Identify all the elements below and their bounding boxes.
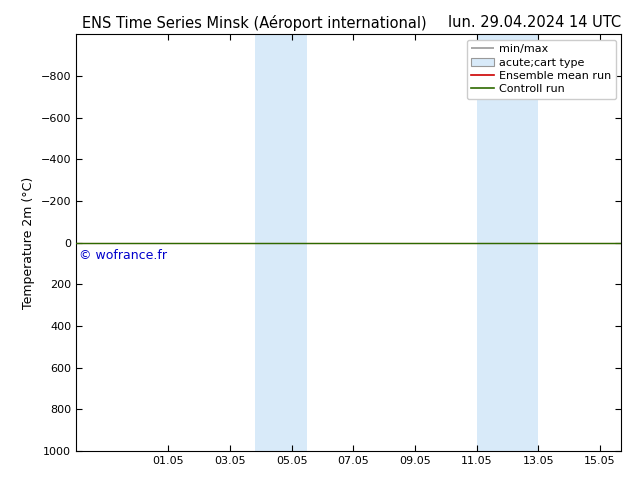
Legend: min/max, acute;cart type, Ensemble mean run, Controll run: min/max, acute;cart type, Ensemble mean … — [467, 40, 616, 99]
Y-axis label: Temperature 2m (°C): Temperature 2m (°C) — [22, 176, 35, 309]
Bar — [276, 34, 307, 451]
Bar — [477, 34, 501, 451]
Bar — [501, 34, 538, 451]
Bar — [255, 34, 276, 451]
Text: © wofrance.fr: © wofrance.fr — [79, 249, 167, 262]
Text: lun. 29.04.2024 14 UTC: lun. 29.04.2024 14 UTC — [448, 15, 621, 30]
Text: ENS Time Series Minsk (Aéroport international): ENS Time Series Minsk (Aéroport internat… — [82, 15, 427, 31]
